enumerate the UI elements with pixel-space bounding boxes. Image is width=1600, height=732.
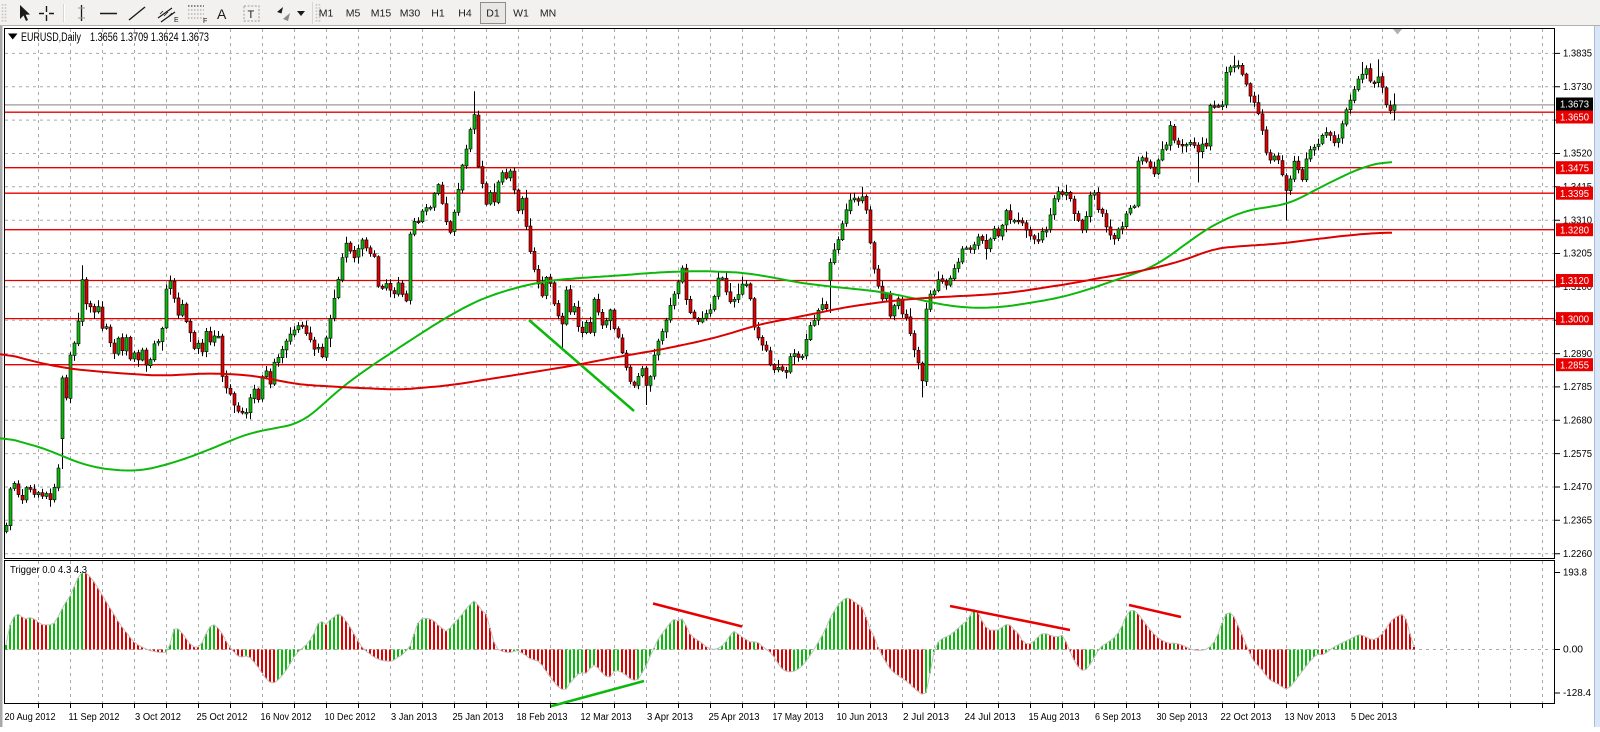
svg-text:16 Nov 2012: 16 Nov 2012 — [261, 712, 312, 723]
svg-text:5 Dec 2013: 5 Dec 2013 — [1351, 712, 1397, 723]
svg-text:1.3120: 1.3120 — [1560, 276, 1589, 287]
svg-text:13 Nov 2013: 13 Nov 2013 — [1285, 712, 1336, 723]
svg-text:1.2260: 1.2260 — [1563, 549, 1592, 560]
svg-text:M5: M5 — [346, 8, 361, 20]
svg-text:0.00: 0.00 — [1563, 645, 1583, 656]
svg-text:10 Jun 2013: 10 Jun 2013 — [837, 712, 888, 723]
svg-text:12 Mar 2013: 12 Mar 2013 — [581, 712, 632, 723]
svg-text:1.2785: 1.2785 — [1563, 382, 1592, 393]
svg-text:1.2855: 1.2855 — [1560, 360, 1589, 371]
svg-text:A: A — [217, 6, 227, 22]
svg-text:T: T — [248, 9, 255, 21]
svg-text:1.3310: 1.3310 — [1563, 215, 1592, 226]
svg-text:1.3835: 1.3835 — [1563, 49, 1592, 60]
svg-text:D1: D1 — [486, 8, 500, 20]
svg-text:24 Jul 2013: 24 Jul 2013 — [965, 712, 1016, 723]
svg-text:25 Oct 2012: 25 Oct 2012 — [197, 712, 248, 723]
svg-text:1.2575: 1.2575 — [1563, 449, 1592, 460]
svg-text:2 Jul 2013: 2 Jul 2013 — [903, 712, 949, 723]
svg-text:1.3205: 1.3205 — [1563, 249, 1592, 260]
svg-text:M1: M1 — [319, 8, 334, 20]
svg-text:10 Dec 2012: 10 Dec 2012 — [325, 712, 376, 723]
svg-text:25 Apr 2013: 25 Apr 2013 — [709, 712, 760, 723]
svg-text:3 Oct 2012: 3 Oct 2012 — [135, 712, 181, 723]
svg-text:1.3000: 1.3000 — [1560, 314, 1589, 325]
svg-text:EURUSD,Daily: EURUSD,Daily — [21, 32, 81, 44]
svg-text:W1: W1 — [513, 8, 529, 20]
svg-text:1.2890: 1.2890 — [1563, 349, 1592, 360]
svg-text:25 Jan 2013: 25 Jan 2013 — [453, 712, 504, 723]
svg-text:E: E — [174, 17, 179, 24]
svg-text:1.2680: 1.2680 — [1563, 416, 1592, 427]
svg-text:MN: MN — [540, 8, 556, 20]
svg-text:M15: M15 — [371, 8, 392, 20]
svg-text:6 Sep 2013: 6 Sep 2013 — [1095, 712, 1141, 723]
svg-text:30 Sep 2013: 30 Sep 2013 — [1157, 712, 1208, 723]
svg-text:1.3100: 1.3100 — [1563, 282, 1592, 293]
svg-text:17 May 2013: 17 May 2013 — [773, 712, 824, 723]
svg-text:1.3395: 1.3395 — [1560, 189, 1589, 200]
svg-text:3 Jan 2013: 3 Jan 2013 — [391, 712, 437, 723]
svg-text:193.8: 193.8 — [1563, 568, 1587, 579]
svg-text:1.3520: 1.3520 — [1563, 149, 1592, 160]
svg-text:H1: H1 — [431, 8, 445, 20]
svg-text:-128.4: -128.4 — [1563, 688, 1591, 699]
svg-text:1.3650: 1.3650 — [1560, 113, 1589, 124]
svg-text:3 Apr 2013: 3 Apr 2013 — [647, 712, 693, 723]
svg-text:1.3730: 1.3730 — [1563, 82, 1592, 93]
svg-text:11 Sep 2012: 11 Sep 2012 — [69, 712, 120, 723]
svg-text:15 Aug 2013: 15 Aug 2013 — [1029, 712, 1080, 723]
svg-text:1.3656 1.3709 1.3624 1.3673: 1.3656 1.3709 1.3624 1.3673 — [90, 32, 209, 44]
svg-text:M30: M30 — [400, 8, 421, 20]
svg-text:H4: H4 — [458, 8, 472, 20]
svg-text:F: F — [203, 18, 207, 25]
svg-text:Trigger 0.0 4.3 4.3: Trigger 0.0 4.3 4.3 — [10, 564, 87, 576]
svg-text:20 Aug 2012: 20 Aug 2012 — [5, 712, 56, 723]
svg-text:1.2470: 1.2470 — [1563, 482, 1592, 493]
svg-text:22 Oct 2013: 22 Oct 2013 — [1221, 712, 1272, 723]
svg-text:1.2365: 1.2365 — [1563, 516, 1592, 527]
svg-text:1.3673: 1.3673 — [1560, 100, 1589, 111]
svg-text:1.3475: 1.3475 — [1560, 163, 1589, 174]
svg-text:1.3280: 1.3280 — [1560, 225, 1589, 236]
svg-text:18 Feb 2013: 18 Feb 2013 — [517, 712, 568, 723]
